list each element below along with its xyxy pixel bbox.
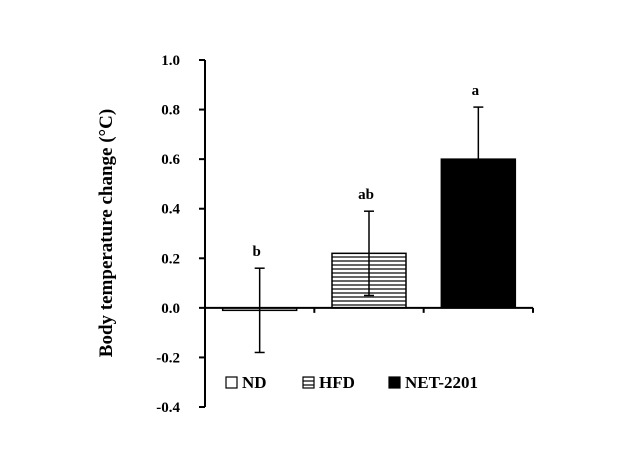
y-axis-label-group: Body temperature change (°C) xyxy=(96,109,117,357)
legend-label: NET-2201 xyxy=(405,373,478,392)
y-tick-label: -0.2 xyxy=(156,350,180,366)
significance-label: b xyxy=(252,244,260,260)
legend-swatch-nd xyxy=(225,376,238,389)
y-tick-label: 0.2 xyxy=(161,251,180,267)
bar-net-2201 xyxy=(440,158,517,309)
y-tick-label: 0.4 xyxy=(161,202,180,218)
y-tick-label: -0.4 xyxy=(156,400,180,416)
legend-label: HFD xyxy=(319,373,355,392)
y-tick-label: 1.0 xyxy=(161,53,180,69)
y-axis-label: Body temperature change (°C) xyxy=(96,109,117,357)
y-tick-label: 0.0 xyxy=(161,301,180,317)
y-tick-label: 0.8 xyxy=(161,103,180,119)
plot-area: 1.0 0.8 0.6 0.4 0.2 0.0 -0.2 -0.4 b ab a xyxy=(156,53,534,416)
legend: ND HFD NET-2201 xyxy=(225,373,478,392)
legend-swatch-net-2201 xyxy=(388,376,401,389)
legend-label: ND xyxy=(242,373,267,392)
legend-swatch-hfd xyxy=(302,376,315,389)
significance-label: ab xyxy=(358,187,374,203)
y-tick-label: 0.6 xyxy=(161,152,180,168)
significance-label: a xyxy=(472,83,480,99)
